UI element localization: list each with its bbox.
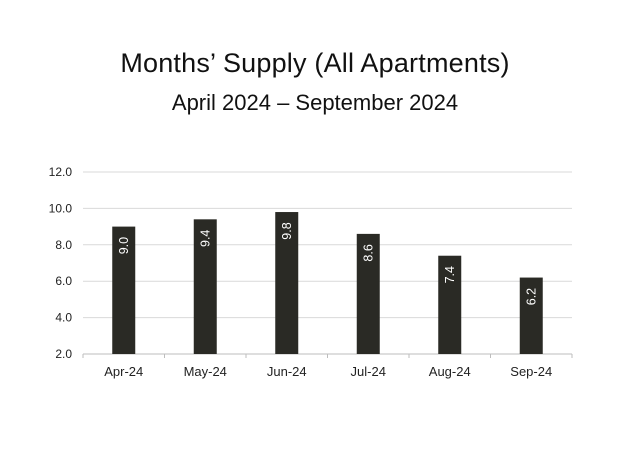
x-tick-label: Apr-24	[104, 364, 143, 379]
chart-title: Months’ Supply (All Apartments)	[120, 48, 510, 78]
data-label: 9.8	[280, 222, 294, 239]
y-tick-label: 10.0	[49, 201, 73, 215]
bar	[519, 277, 543, 354]
y-tick-label: 6.0	[55, 274, 72, 288]
chart-subtitle: April 2024 – September 2024	[171, 90, 459, 115]
bar	[193, 219, 217, 354]
y-tick-label: 8.0	[55, 238, 72, 252]
x-tick-label: Aug-24	[429, 364, 471, 379]
data-label: 7.4	[443, 266, 457, 283]
bar	[112, 226, 136, 354]
x-tick-label: Jun-24	[267, 364, 307, 379]
data-label: 8.6	[361, 244, 375, 261]
x-tick-label: Sep-24	[510, 364, 552, 379]
bar	[438, 255, 462, 354]
x-tick-label: Jul-24	[351, 364, 386, 379]
data-label: 9.0	[117, 237, 131, 254]
data-label: 6.2	[524, 288, 538, 305]
data-label: 9.4	[198, 230, 212, 247]
bar	[275, 212, 299, 354]
y-tick-label: 2.0	[55, 347, 72, 361]
bar	[356, 233, 380, 354]
x-tick-label: May-24	[184, 364, 227, 379]
y-tick-label: 12.0	[49, 165, 73, 179]
y-tick-label: 4.0	[55, 311, 72, 325]
